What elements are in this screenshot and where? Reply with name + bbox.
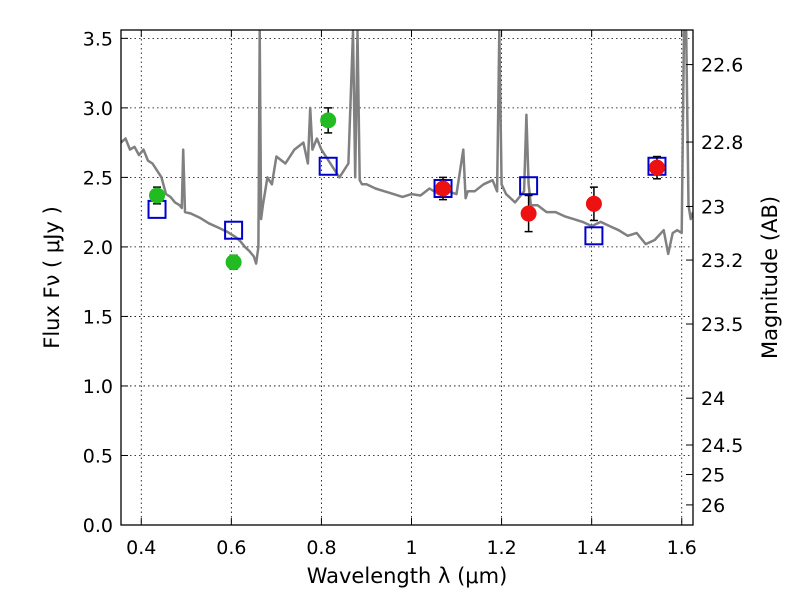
observed-photometry-points [149,107,665,271]
x-axis-label: Wavelength λ (μm) [307,564,508,588]
y-tick-label: 1.0 [83,376,113,398]
y-tick-label: 3.5 [83,28,113,50]
y2-tick-label: 24.5 [701,435,743,457]
y-tick-label: 0.0 [83,515,113,537]
green-point [149,187,166,204]
y2-tick-label: 23.2 [701,250,743,272]
x-tick-label: 1.2 [486,537,516,559]
y2-tick-label: 22.6 [701,55,743,77]
y2-tick-label: 25 [701,465,725,487]
x-tick-label: 0.4 [126,537,156,559]
x-tick-label: 1.4 [577,537,607,559]
plot-frame [120,29,694,526]
y2-tick-label: 23.5 [701,314,743,336]
x-tick-label: 0.6 [216,537,246,559]
y-tick-label: 2.0 [83,237,113,259]
model-square [584,226,604,246]
y2-tick-label: 26 [701,495,725,517]
green-point [320,112,337,129]
axis-ticks: 0.4 0.6 0.8 1 1.2 1.4 1.6 0.0 0.5 1.0 1.5 2.0 2.5 3.0… [83,28,744,559]
y2-axis-label: Magnitude (AB) [758,196,782,359]
model-square [519,176,539,196]
y2-tick-label: 22.8 [701,132,743,154]
model-square [224,220,244,240]
red-point [585,195,602,212]
x-tick-label: 0.8 [306,537,336,559]
y-tick-label: 3.0 [83,98,113,120]
red-point [648,159,665,176]
y2-tick-label: 24 [701,388,725,410]
y-tick-label: 1.5 [83,306,113,328]
y-tick-label: 2.5 [83,167,113,189]
x-tick-label: 1.6 [667,537,697,559]
red-point [435,180,452,197]
green-point [225,254,242,271]
y2-tick-label: 23 [701,196,725,218]
model-square [318,156,338,176]
y-axis-label: Flux Fν ( μJy ) [40,206,64,349]
model-spectrum [121,30,693,265]
y-tick-label: 0.5 [83,445,113,467]
x-tick-label: 1 [405,537,417,559]
red-point [520,205,537,222]
model-spectrum-line [121,30,693,265]
grid-lines [121,30,693,526]
